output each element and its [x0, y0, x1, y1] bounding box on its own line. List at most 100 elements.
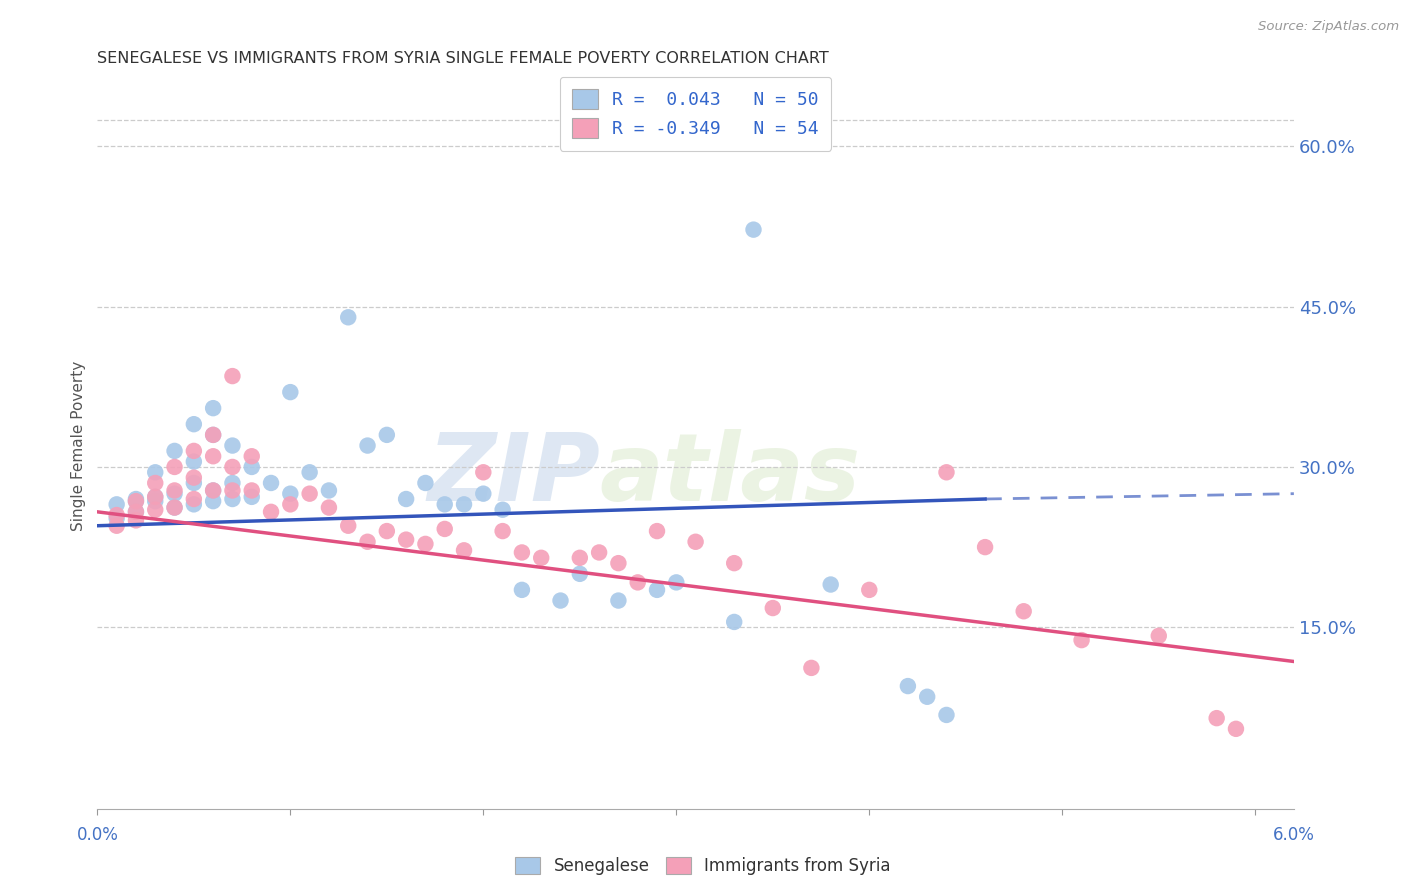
Point: [356, 534, 378, 549]
Point: [163, 500, 186, 515]
Point: [221, 483, 243, 498]
Point: [1225, 722, 1247, 736]
Point: [125, 494, 148, 508]
Point: [318, 483, 340, 498]
Point: [221, 369, 243, 384]
Point: [356, 439, 378, 453]
Point: [202, 483, 225, 498]
Point: [800, 661, 823, 675]
Point: [1147, 629, 1170, 643]
Point: [105, 518, 128, 533]
Point: [915, 690, 938, 704]
Point: [278, 486, 301, 500]
Point: [627, 575, 650, 590]
Point: [453, 543, 475, 558]
Point: [240, 459, 263, 474]
Text: atlas: atlas: [600, 429, 860, 521]
Text: ZIP: ZIP: [427, 429, 600, 521]
Point: [550, 593, 572, 607]
Point: [143, 494, 166, 508]
Point: [935, 465, 957, 479]
Point: [221, 439, 243, 453]
Point: [278, 497, 301, 511]
Point: [607, 556, 630, 570]
Point: [221, 459, 243, 474]
Point: [588, 545, 610, 559]
Point: [568, 550, 591, 565]
Point: [1205, 711, 1227, 725]
Point: [125, 494, 148, 508]
Point: [240, 490, 263, 504]
Point: [742, 222, 765, 236]
Point: [1012, 604, 1035, 618]
Point: [183, 470, 205, 484]
Point: [163, 459, 186, 474]
Point: [240, 483, 263, 498]
Point: [337, 518, 360, 533]
Point: [202, 483, 225, 498]
Point: [183, 444, 205, 458]
Point: [183, 497, 205, 511]
Point: [433, 497, 456, 511]
Point: [820, 577, 842, 591]
Point: [143, 465, 166, 479]
Point: [568, 566, 591, 581]
Point: [491, 524, 513, 538]
Point: [415, 537, 437, 551]
Point: [935, 707, 957, 722]
Point: [665, 575, 688, 590]
Point: [143, 490, 166, 504]
Point: [105, 511, 128, 525]
Point: [240, 449, 263, 463]
Y-axis label: Single Female Poverty: Single Female Poverty: [72, 360, 86, 531]
Point: [433, 522, 456, 536]
Point: [202, 428, 225, 442]
Point: [202, 449, 225, 463]
Point: [453, 497, 475, 511]
Text: 0.0%: 0.0%: [76, 826, 118, 844]
Point: [897, 679, 920, 693]
Point: [202, 428, 225, 442]
Point: [202, 401, 225, 416]
Point: [607, 593, 630, 607]
Point: [510, 545, 533, 559]
Point: [395, 533, 418, 547]
Point: [472, 465, 495, 479]
Point: [510, 582, 533, 597]
Text: Source: ZipAtlas.com: Source: ZipAtlas.com: [1258, 20, 1399, 33]
Point: [858, 582, 880, 597]
Point: [260, 505, 283, 519]
Point: [375, 524, 398, 538]
Point: [1070, 633, 1092, 648]
Point: [183, 417, 205, 432]
Point: [221, 491, 243, 506]
Point: [298, 486, 321, 500]
Point: [143, 475, 166, 490]
Point: [183, 491, 205, 506]
Point: [415, 475, 437, 490]
Point: [645, 582, 668, 597]
Point: [163, 444, 186, 458]
Point: [163, 486, 186, 500]
Point: [105, 508, 128, 522]
Point: [298, 465, 321, 479]
Point: [143, 502, 166, 516]
Point: [105, 497, 128, 511]
Point: [163, 483, 186, 498]
Point: [183, 475, 205, 490]
Point: [974, 540, 997, 554]
Point: [163, 500, 186, 515]
Point: [472, 486, 495, 500]
Point: [125, 513, 148, 527]
Point: [143, 490, 166, 504]
Legend: Senegalese, Immigrants from Syria: Senegalese, Immigrants from Syria: [509, 850, 897, 882]
Point: [202, 494, 225, 508]
Point: [183, 454, 205, 468]
Point: [645, 524, 668, 538]
Text: SENEGALESE VS IMMIGRANTS FROM SYRIA SINGLE FEMALE POVERTY CORRELATION CHART: SENEGALESE VS IMMIGRANTS FROM SYRIA SING…: [97, 51, 830, 66]
Point: [337, 310, 360, 325]
Point: [762, 601, 785, 615]
Point: [125, 491, 148, 506]
Point: [723, 556, 745, 570]
Point: [530, 550, 553, 565]
